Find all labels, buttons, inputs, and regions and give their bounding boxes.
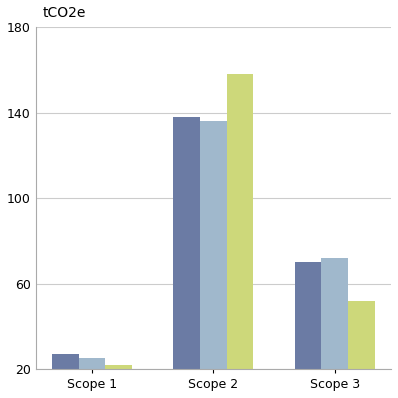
Bar: [173, 117, 200, 369]
Bar: [200, 121, 227, 369]
Bar: [227, 74, 254, 369]
Bar: [105, 365, 132, 369]
Bar: [348, 300, 375, 369]
Bar: [78, 358, 105, 369]
Text: tCO2e: tCO2e: [43, 6, 86, 20]
Bar: [52, 354, 78, 369]
Bar: [322, 258, 348, 369]
Bar: [295, 262, 322, 369]
